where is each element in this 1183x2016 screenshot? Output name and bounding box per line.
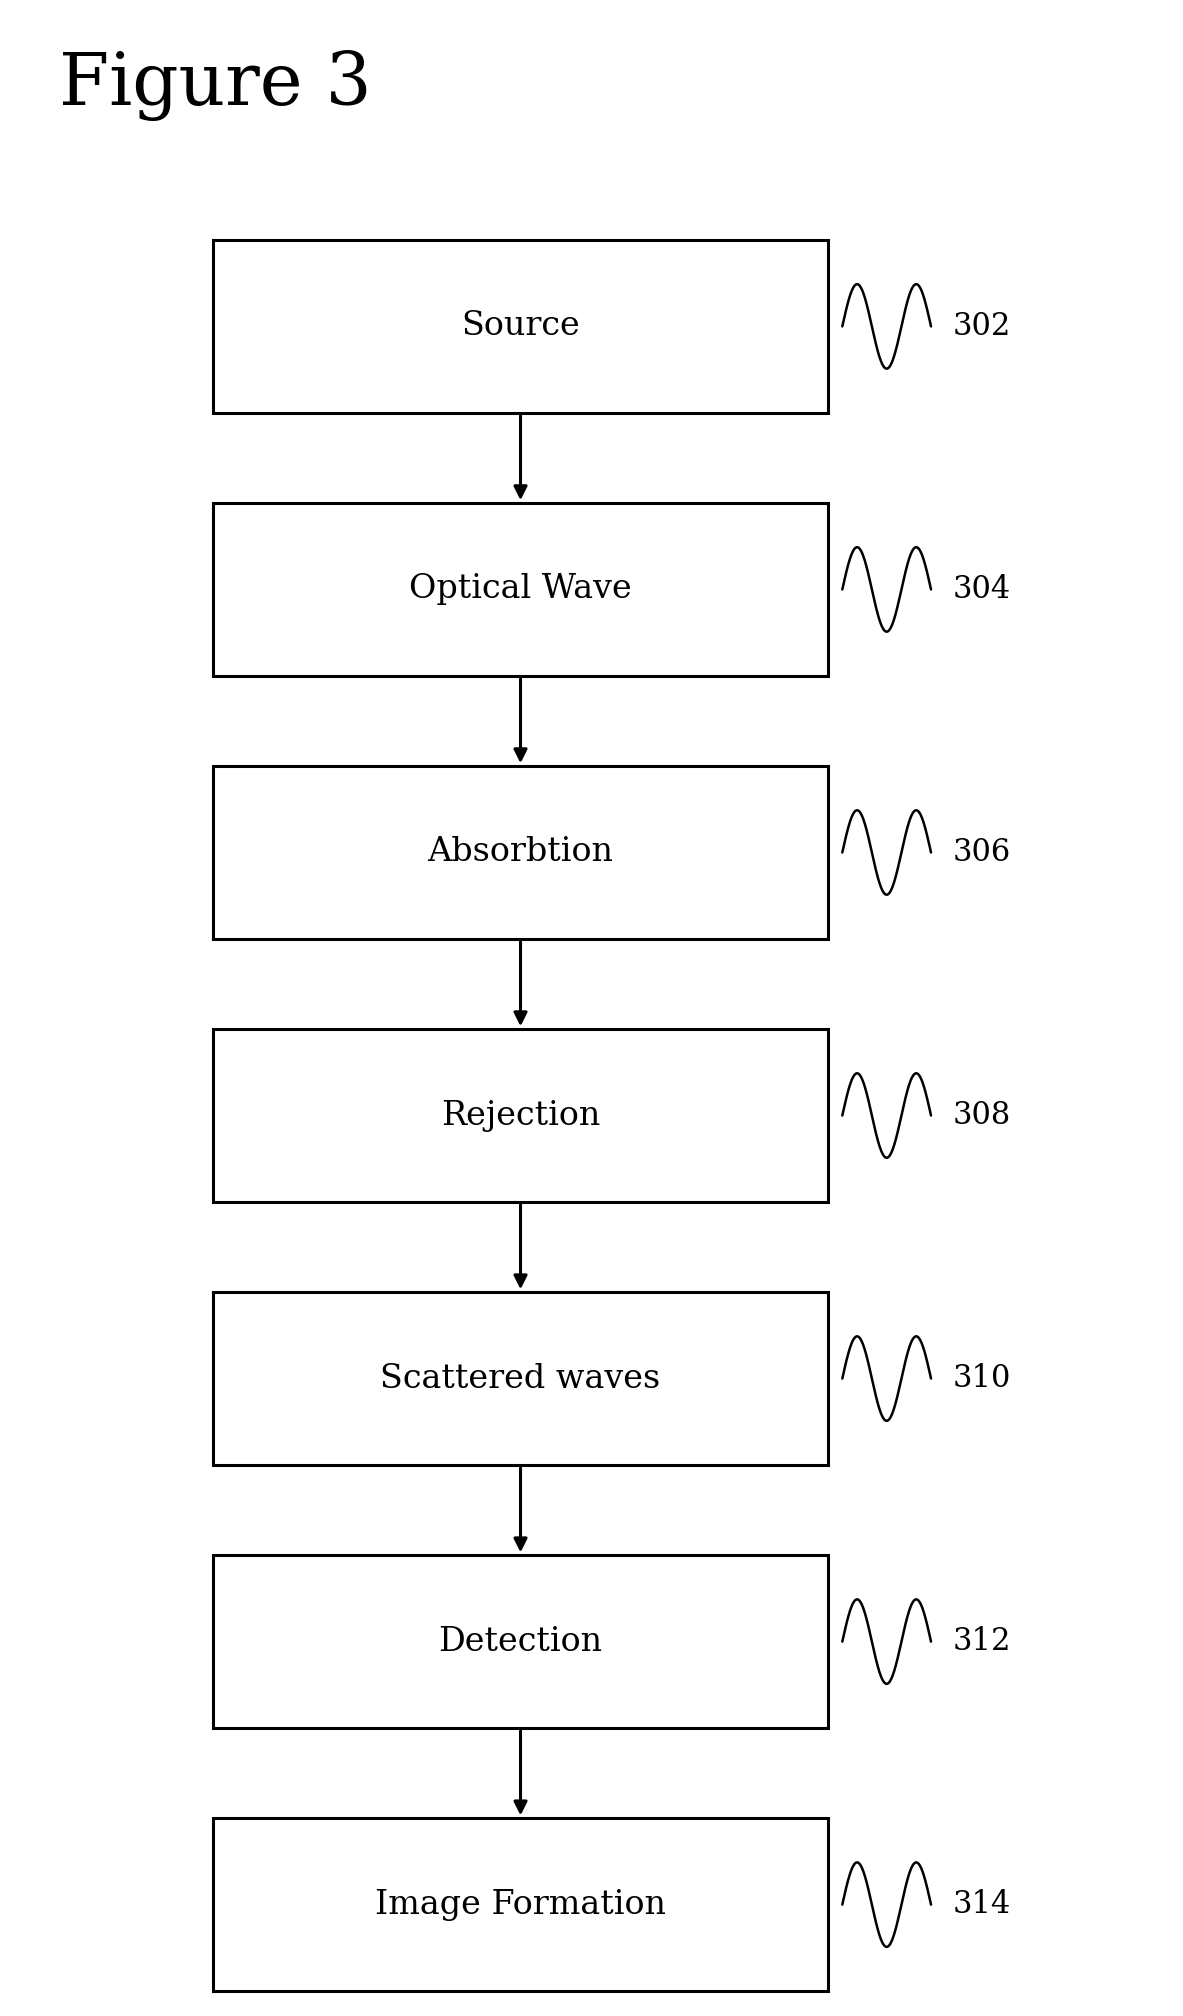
Text: Detection: Detection — [439, 1625, 602, 1657]
Text: 302: 302 — [952, 310, 1010, 343]
Text: 312: 312 — [952, 1627, 1010, 1657]
Text: Rejection: Rejection — [441, 1099, 600, 1131]
Text: 306: 306 — [952, 837, 1010, 869]
Bar — [213, 1028, 828, 1202]
Text: 304: 304 — [952, 575, 1010, 605]
Text: Image Formation: Image Formation — [375, 1889, 666, 1921]
Bar — [213, 504, 828, 675]
Bar — [213, 240, 828, 413]
Text: Scattered waves: Scattered waves — [381, 1363, 660, 1395]
Bar — [213, 1818, 828, 1992]
Text: Absorbtion: Absorbtion — [427, 837, 614, 869]
Text: Optical Wave: Optical Wave — [409, 573, 632, 605]
Text: 308: 308 — [952, 1101, 1010, 1131]
Text: Figure 3: Figure 3 — [59, 50, 371, 121]
Bar — [213, 1292, 828, 1466]
Text: 310: 310 — [952, 1363, 1010, 1393]
Text: 314: 314 — [952, 1889, 1010, 1919]
Text: Source: Source — [461, 310, 580, 343]
Bar — [213, 766, 828, 939]
Bar — [213, 1554, 828, 1728]
